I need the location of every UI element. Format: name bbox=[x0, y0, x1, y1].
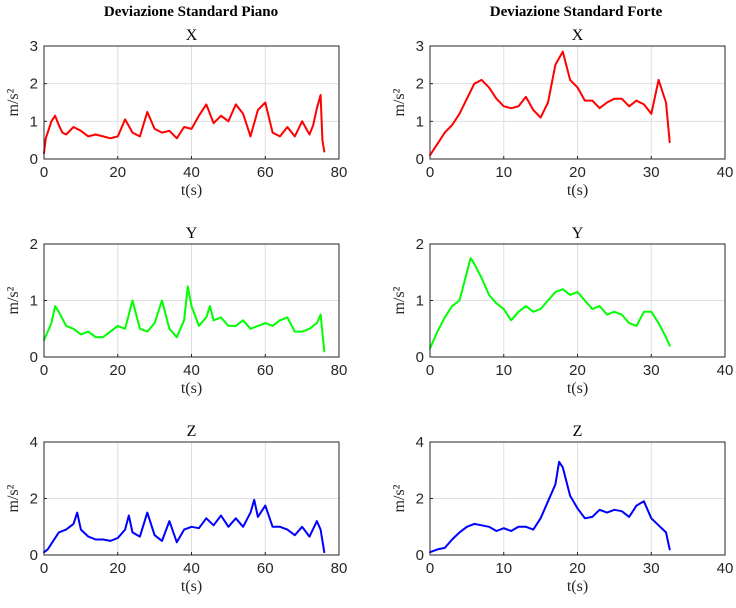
x-tick-label: 0 bbox=[426, 560, 434, 577]
y-tick-label: 0 bbox=[416, 349, 424, 366]
x-tick-label: 80 bbox=[331, 560, 348, 577]
subplot-title: Z bbox=[573, 423, 583, 440]
data-series-line bbox=[429, 460, 671, 554]
y-tick-label: 1 bbox=[30, 113, 38, 130]
subplot-title: X bbox=[186, 27, 198, 44]
data-series-line bbox=[43, 285, 326, 353]
x-tick-label: 0 bbox=[40, 362, 48, 379]
y-tick-label: 3 bbox=[416, 38, 424, 55]
right-column-title: Deviazione Standard Forte bbox=[490, 4, 663, 20]
data-series-line bbox=[429, 257, 671, 350]
y-tick-label: 2 bbox=[30, 236, 38, 253]
y-tick-label: 2 bbox=[30, 491, 38, 508]
y-tick-label: 1 bbox=[416, 113, 424, 130]
y-tick-label: 0 bbox=[30, 349, 38, 366]
y-tick-label: 2 bbox=[416, 236, 424, 253]
y-axis-label: m/s² bbox=[391, 286, 408, 314]
x-tick-label: 60 bbox=[257, 560, 274, 577]
data-series-line bbox=[429, 50, 671, 157]
x-tick-label: 40 bbox=[183, 164, 200, 181]
y-axis-label: m/s² bbox=[5, 484, 22, 512]
x-tick-label: 30 bbox=[643, 362, 660, 379]
subplot-1: 0 20 40 60 80 0 1 2 3 Xt(s) m/s² bbox=[5, 27, 347, 199]
x-tick-label: 20 bbox=[109, 362, 126, 379]
x-tick-label: 0 bbox=[426, 164, 434, 181]
data-series-line bbox=[43, 94, 326, 155]
y-tick-label: 4 bbox=[416, 434, 424, 451]
y-tick-label: 4 bbox=[30, 434, 38, 451]
y-tick-label: 2 bbox=[416, 76, 424, 93]
x-tick-label: 40 bbox=[717, 560, 734, 577]
x-tick-label: 0 bbox=[40, 560, 48, 577]
x-tick-label: 10 bbox=[495, 164, 512, 181]
x-tick-label: 20 bbox=[569, 164, 586, 181]
y-tick-label: 0 bbox=[30, 151, 38, 168]
subplot-5: 0 20 40 60 80 0 2 4 Zt(s) m/s² bbox=[5, 423, 347, 595]
y-tick-label: 3 bbox=[30, 38, 38, 55]
x-tick-label: 20 bbox=[569, 560, 586, 577]
x-tick-label: 20 bbox=[569, 362, 586, 379]
y-tick-label: 0 bbox=[416, 547, 424, 564]
y-tick-label: 0 bbox=[416, 151, 424, 168]
subplot-title: Z bbox=[187, 423, 197, 440]
x-axis-label: t(s) bbox=[181, 578, 202, 595]
x-axis-label: t(s) bbox=[567, 380, 588, 397]
x-tick-label: 20 bbox=[109, 164, 126, 181]
x-tick-label: 40 bbox=[717, 164, 734, 181]
x-axis-label: t(s) bbox=[181, 380, 202, 397]
data-series-line bbox=[43, 498, 326, 554]
x-tick-label: 80 bbox=[331, 362, 348, 379]
x-tick-label: 30 bbox=[643, 164, 660, 181]
x-axis-label: t(s) bbox=[567, 578, 588, 595]
subplot-title: Y bbox=[186, 225, 198, 242]
x-tick-label: 0 bbox=[40, 164, 48, 181]
x-tick-label: 30 bbox=[643, 560, 660, 577]
subplot-3: 0 20 40 60 80 0 1 2 Yt(s) m/s² bbox=[5, 225, 347, 397]
subplot-2: 0 10 20 30 40 0 1 2 3 Xt(s) m/s² bbox=[391, 27, 733, 199]
x-tick-label: 60 bbox=[257, 164, 274, 181]
y-axis-label: m/s² bbox=[391, 88, 408, 116]
x-tick-label: 20 bbox=[109, 560, 126, 577]
y-tick-label: 2 bbox=[30, 76, 38, 93]
y-axis-label: m/s² bbox=[5, 88, 22, 116]
subplot-title: Y bbox=[572, 225, 584, 242]
y-tick-label: 1 bbox=[30, 293, 38, 310]
subplot-title: X bbox=[572, 27, 584, 44]
y-tick-label: 2 bbox=[416, 491, 424, 508]
x-tick-label: 0 bbox=[426, 362, 434, 379]
y-tick-label: 0 bbox=[30, 547, 38, 564]
x-tick-label: 40 bbox=[717, 362, 734, 379]
left-column-title: Deviazione Standard Piano bbox=[104, 4, 278, 20]
x-axis-label: t(s) bbox=[181, 182, 202, 199]
x-tick-label: 80 bbox=[331, 164, 348, 181]
subplot-4: 0 10 20 30 40 0 1 2 Yt(s) m/s² bbox=[391, 225, 733, 397]
x-tick-label: 40 bbox=[183, 362, 200, 379]
x-tick-label: 60 bbox=[257, 362, 274, 379]
subplot-6: 0 10 20 30 40 0 2 4 Zt(s) m/s² bbox=[391, 423, 733, 595]
y-tick-label: 1 bbox=[416, 293, 424, 310]
y-axis-label: m/s² bbox=[391, 484, 408, 512]
x-tick-label: 10 bbox=[495, 560, 512, 577]
x-axis-label: t(s) bbox=[567, 182, 588, 199]
x-tick-label: 10 bbox=[495, 362, 512, 379]
x-tick-label: 40 bbox=[183, 560, 200, 577]
y-axis-label: m/s² bbox=[5, 286, 22, 314]
